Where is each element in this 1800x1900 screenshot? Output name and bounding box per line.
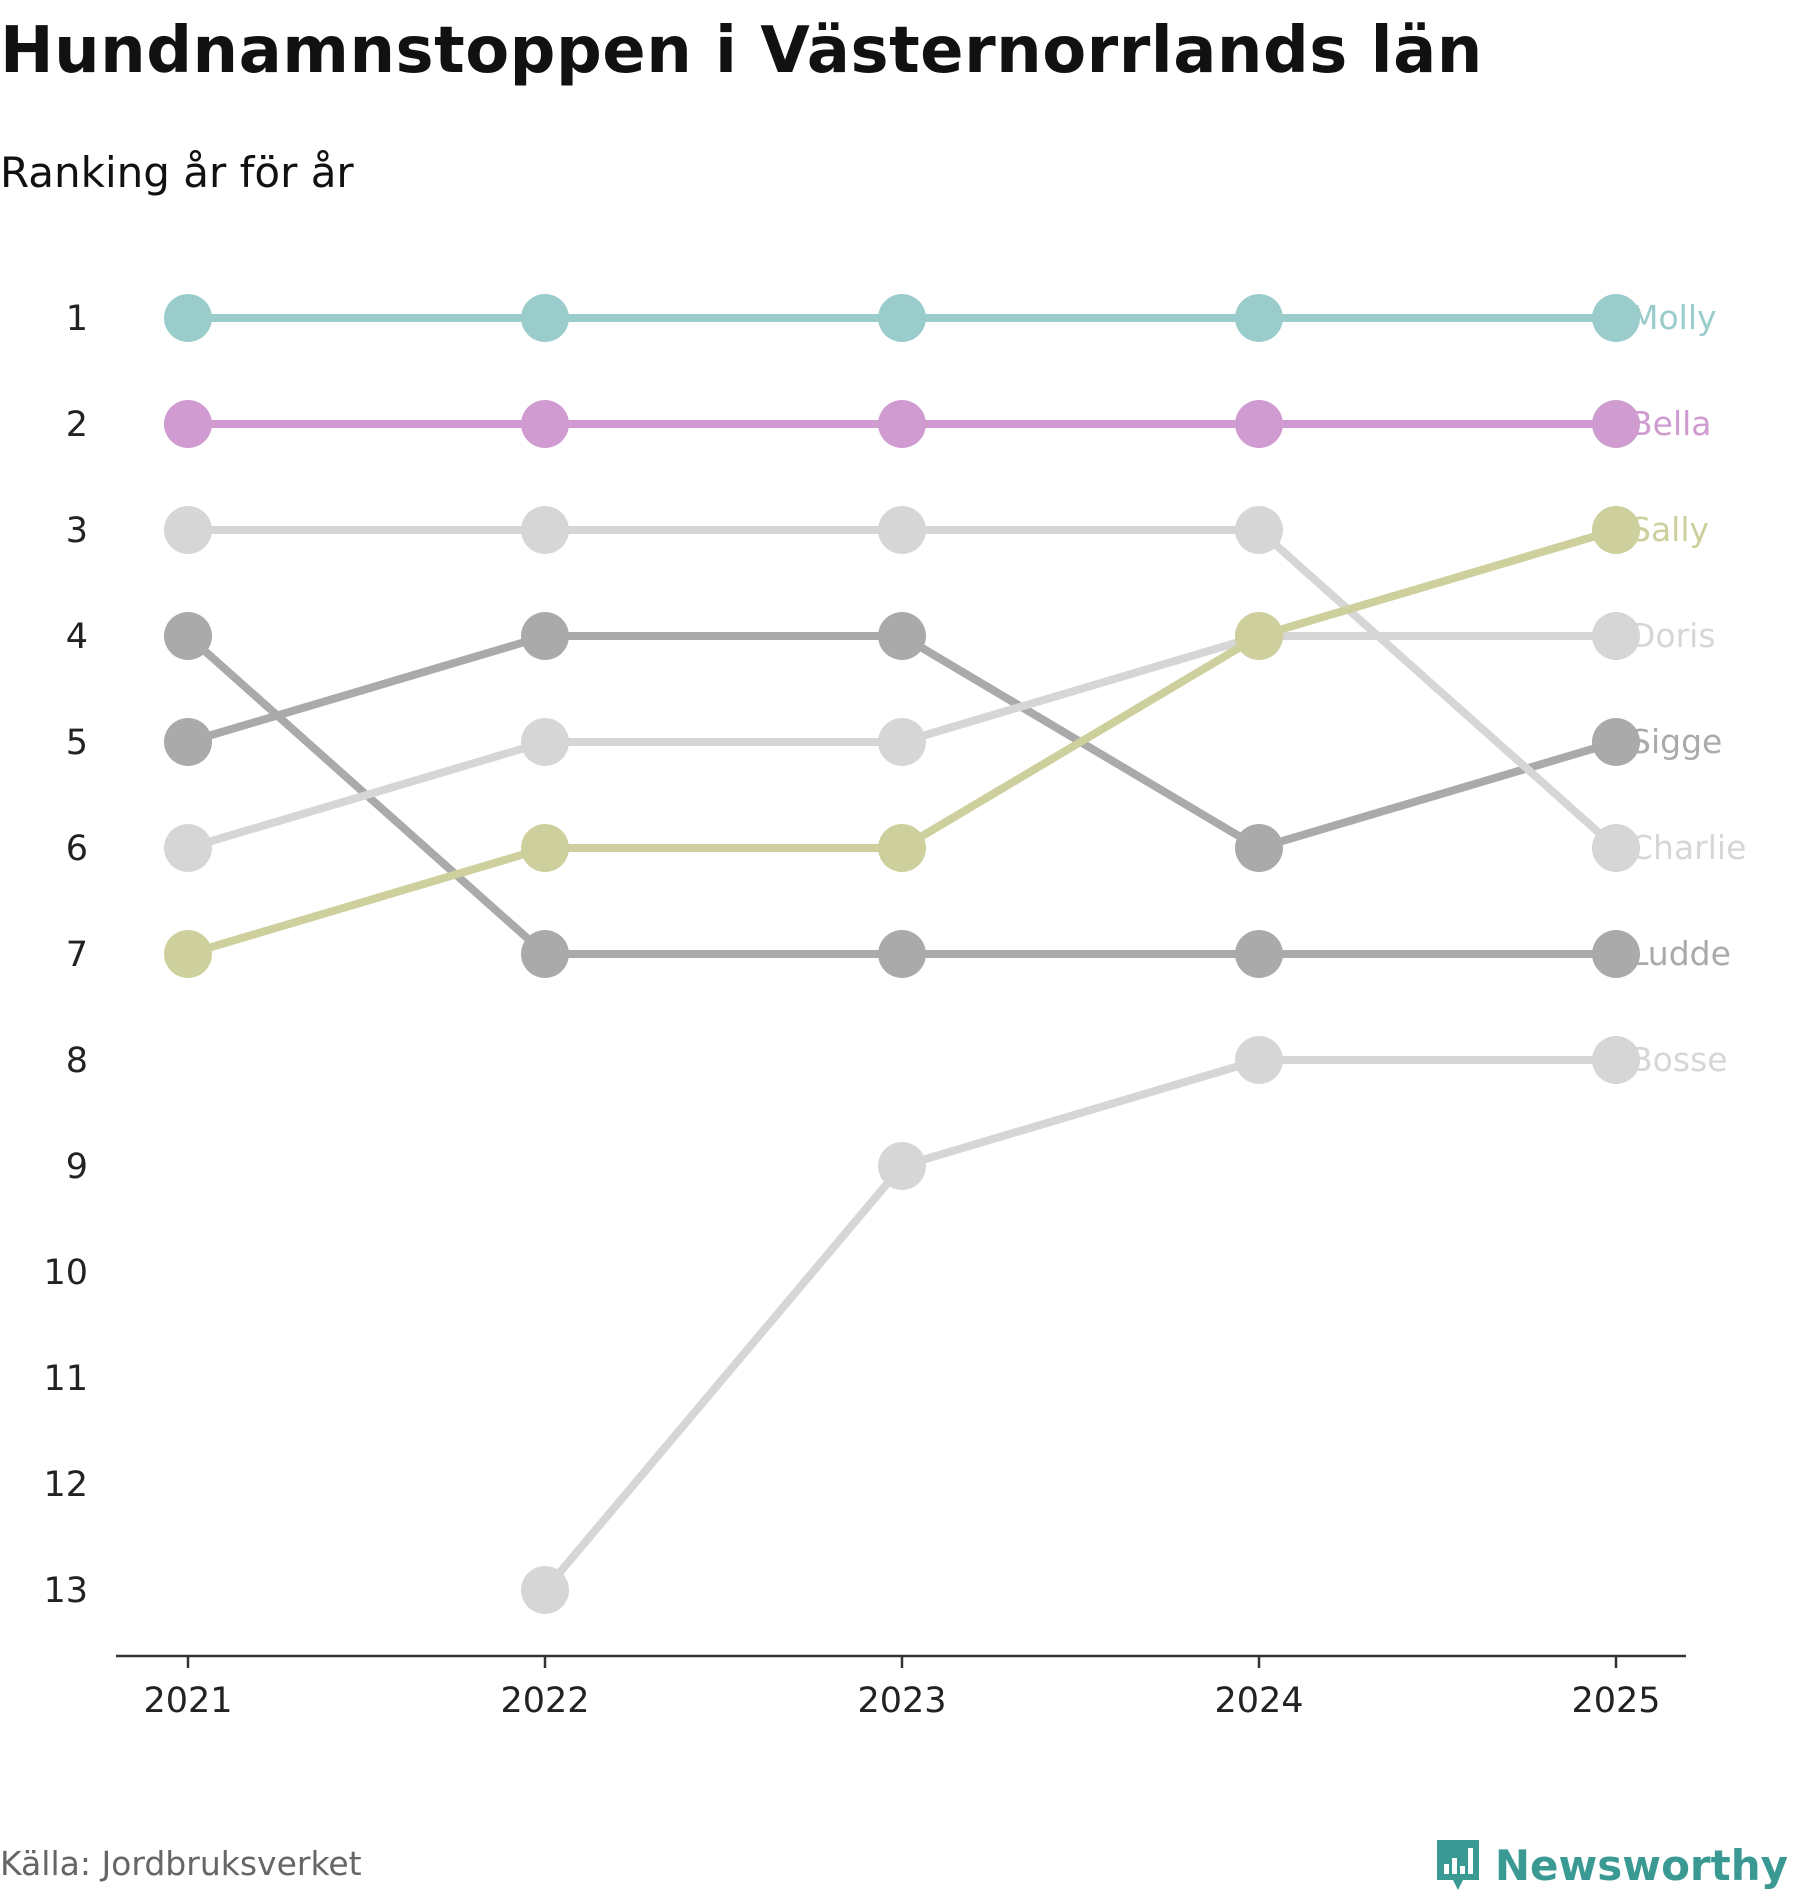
data-point-molly	[1235, 294, 1283, 342]
data-point-molly	[1592, 294, 1640, 342]
data-point-charlie	[1592, 824, 1640, 872]
data-point-sigge	[521, 612, 569, 660]
y-tick-label: 6	[66, 829, 88, 869]
data-point-bosse	[878, 1142, 926, 1190]
data-point-bosse	[521, 1566, 569, 1614]
data-point-bella	[1235, 400, 1283, 448]
data-point-molly	[164, 294, 212, 342]
x-tick-label: 2025	[1571, 1681, 1660, 1721]
data-point-sally	[1235, 612, 1283, 660]
y-tick-label: 9	[66, 1147, 88, 1187]
data-point-bella	[521, 400, 569, 448]
data-point-sigge	[878, 612, 926, 660]
data-point-sally	[878, 824, 926, 872]
data-point-bella	[164, 400, 212, 448]
data-point-sally	[1592, 506, 1640, 554]
data-point-ludde	[1592, 930, 1640, 978]
data-point-sigge	[1592, 718, 1640, 766]
series-line-ludde	[184, 632, 1620, 958]
data-point-ludde	[164, 612, 212, 660]
series-bella	[164, 400, 1640, 448]
end-labels: Ludde Sigge Charlie Doris Bosse Sally Bella Mol…	[1630, 298, 1746, 1079]
y-tick-label: 11	[43, 1359, 88, 1399]
y-tick-label: 10	[43, 1253, 88, 1293]
data-point-doris	[521, 718, 569, 766]
chart-title: Hundnamnstoppen i Västernorrlands län	[0, 14, 1483, 88]
bar-chart-speech-icon	[1436, 1840, 1479, 1890]
series-sigge	[164, 612, 1640, 872]
end-label-ludde: Ludde	[1630, 934, 1731, 973]
data-point-bella	[878, 400, 926, 448]
series-bosse	[521, 1036, 1640, 1614]
data-point-sally	[521, 824, 569, 872]
series-line-charlie	[184, 526, 1620, 852]
end-label-doris: Doris	[1630, 616, 1716, 655]
y-tick-label: 4	[66, 617, 88, 657]
data-point-molly	[878, 294, 926, 342]
data-point-ludde	[521, 930, 569, 978]
y-tick-label: 5	[66, 723, 88, 763]
brand-logo: Newsworthy	[1433, 1836, 1788, 1894]
y-tick-label: 7	[66, 935, 88, 975]
data-point-doris	[878, 718, 926, 766]
y-tick-label: 2	[66, 405, 88, 445]
data-point-charlie	[164, 506, 212, 554]
series-group	[164, 294, 1640, 1614]
data-point-charlie	[1235, 506, 1283, 554]
y-tick-label: 3	[66, 511, 88, 551]
data-point-bosse	[1235, 1036, 1283, 1084]
data-point-sally	[164, 930, 212, 978]
brand-name: Newsworthy	[1494, 1840, 1788, 1890]
source-note: Källa: Jordbruksverket	[0, 1844, 362, 1883]
data-point-sigge	[164, 718, 212, 766]
data-point-bosse	[1592, 1036, 1640, 1084]
end-label-bella: Bella	[1630, 404, 1712, 443]
x-tick-label: 2023	[857, 1681, 946, 1721]
data-point-sigge	[1235, 824, 1283, 872]
end-label-bosse: Bosse	[1630, 1040, 1728, 1079]
series-line-bosse	[541, 1056, 1620, 1594]
series-ludde	[164, 612, 1640, 978]
data-point-ludde	[1235, 930, 1283, 978]
x-tick-label: 2024	[1214, 1681, 1303, 1721]
end-label-charlie: Charlie	[1630, 828, 1746, 867]
chart-subtitle: Ranking år för år	[0, 148, 354, 197]
y-tick-label: 1	[66, 299, 88, 339]
y-tick-label: 13	[43, 1571, 88, 1611]
y-tick-label: 8	[66, 1041, 88, 1081]
end-label-sigge: Sigge	[1630, 722, 1722, 761]
data-point-charlie	[878, 506, 926, 554]
x-tick-label: 2021	[143, 1681, 232, 1721]
data-point-charlie	[521, 506, 569, 554]
x-tick-label: 2022	[500, 1681, 589, 1721]
data-point-doris	[1592, 612, 1640, 660]
data-point-bella	[1592, 400, 1640, 448]
series-sally	[164, 506, 1640, 978]
data-point-molly	[521, 294, 569, 342]
series-molly	[164, 294, 1640, 342]
x-axis: 2021 2022 2023 2024 2025	[116, 1654, 1686, 1721]
data-point-ludde	[878, 930, 926, 978]
y-tick-label: 12	[43, 1465, 88, 1505]
data-point-doris	[164, 824, 212, 872]
end-label-molly: Molly	[1630, 298, 1717, 337]
end-label-sally: Sally	[1630, 510, 1709, 549]
